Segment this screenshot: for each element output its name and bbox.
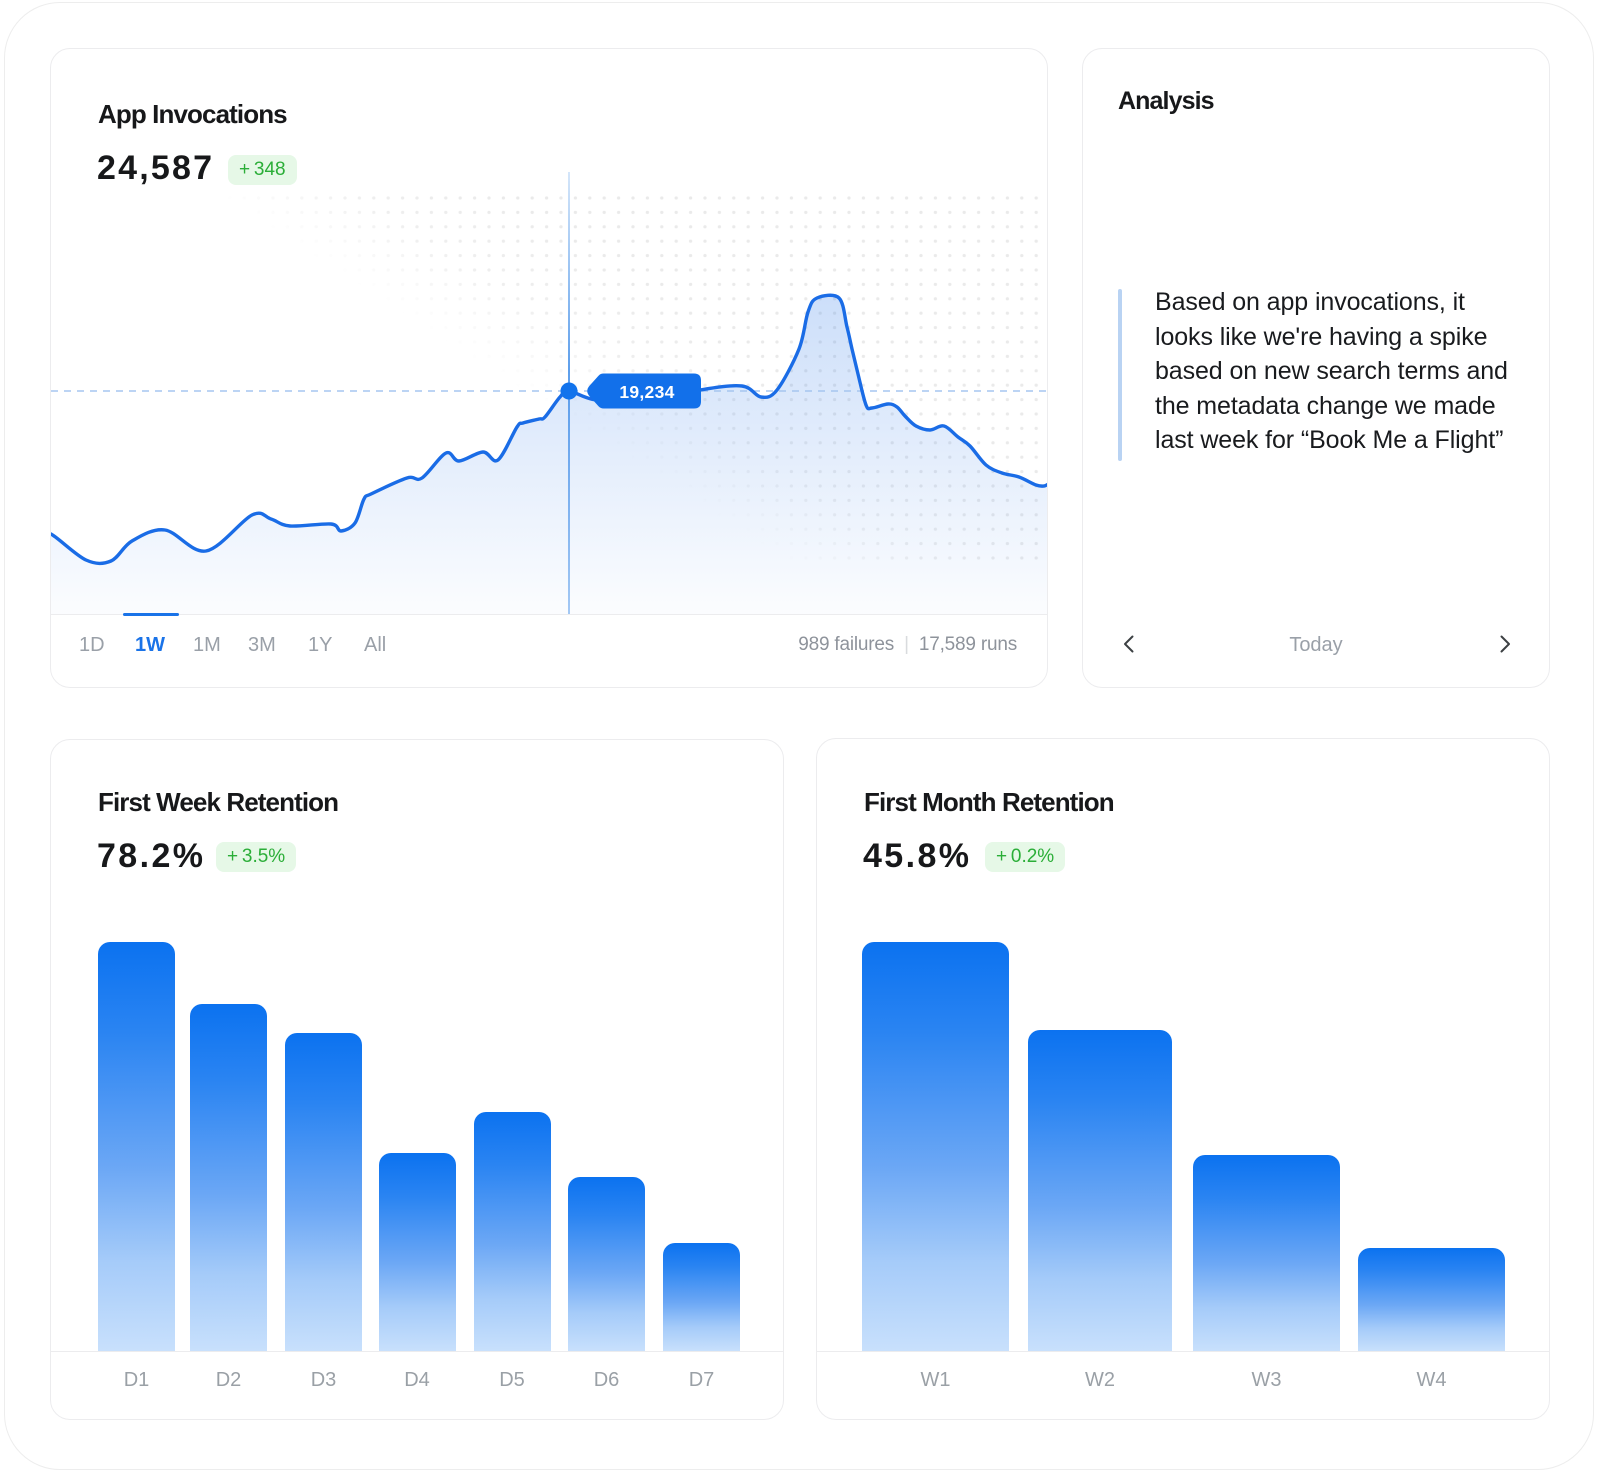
svg-text:19,234: 19,234 xyxy=(619,382,674,402)
